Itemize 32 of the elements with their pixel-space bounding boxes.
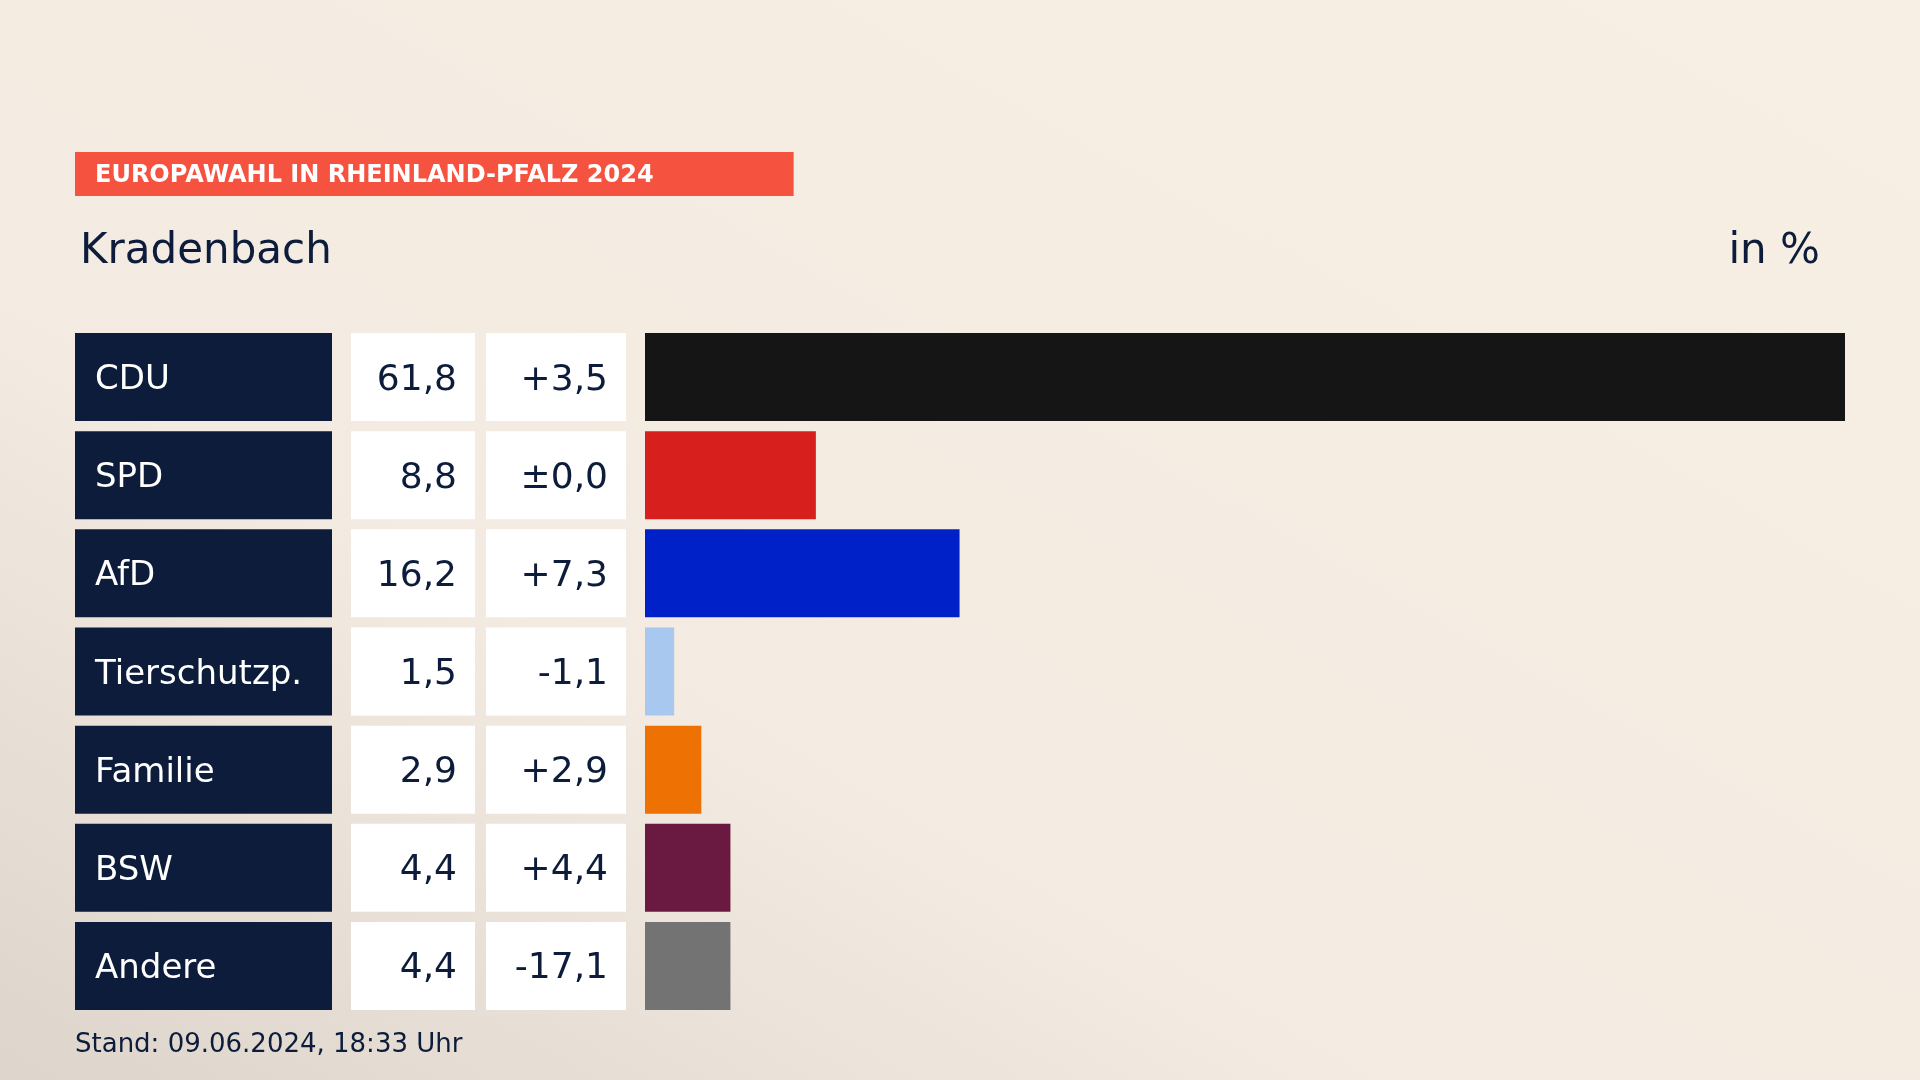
data-label: 2,9 bbox=[399, 749, 457, 791]
bar bbox=[645, 823, 731, 912]
x-axis-title: in % bbox=[1728, 223, 1820, 273]
y-tick-label: BSW bbox=[95, 847, 173, 888]
text: -1,1 bbox=[537, 651, 608, 692]
data-label: 4,4 bbox=[399, 847, 457, 889]
text: +4,4 bbox=[520, 847, 608, 889]
bar bbox=[645, 333, 1845, 422]
data-label: 61,8 bbox=[376, 356, 457, 398]
bar bbox=[645, 431, 816, 520]
y-tick-label: Tierschutzp. bbox=[94, 651, 303, 692]
y-tick-label: CDU bbox=[95, 357, 170, 398]
y-tick-label: AfD bbox=[95, 553, 156, 594]
text: EUROPAWAHL IN RHEINLAND-PFALZ 2024 bbox=[95, 160, 654, 188]
y-tick-label: SPD bbox=[95, 455, 164, 496]
bar bbox=[645, 529, 960, 618]
text: -17,1 bbox=[514, 945, 608, 987]
text: Stand: 09.06.2024, 18:33 Uhr bbox=[75, 1028, 463, 1058]
data-label: 8,8 bbox=[399, 454, 457, 496]
text: +7,3 bbox=[520, 552, 608, 594]
text: ±0,0 bbox=[520, 454, 608, 496]
y-tick-label: Familie bbox=[95, 749, 215, 790]
data-label: 16,2 bbox=[376, 552, 457, 594]
text: +3,5 bbox=[520, 356, 608, 398]
text: Kradenbach bbox=[80, 223, 332, 273]
bar bbox=[645, 725, 702, 814]
y-tick-label: Andere bbox=[95, 945, 217, 986]
bar bbox=[645, 921, 731, 1010]
bar bbox=[645, 627, 675, 716]
text: +2,9 bbox=[520, 749, 608, 791]
data-label: 4,4 bbox=[399, 945, 457, 987]
data-label: 1,5 bbox=[399, 651, 457, 692]
